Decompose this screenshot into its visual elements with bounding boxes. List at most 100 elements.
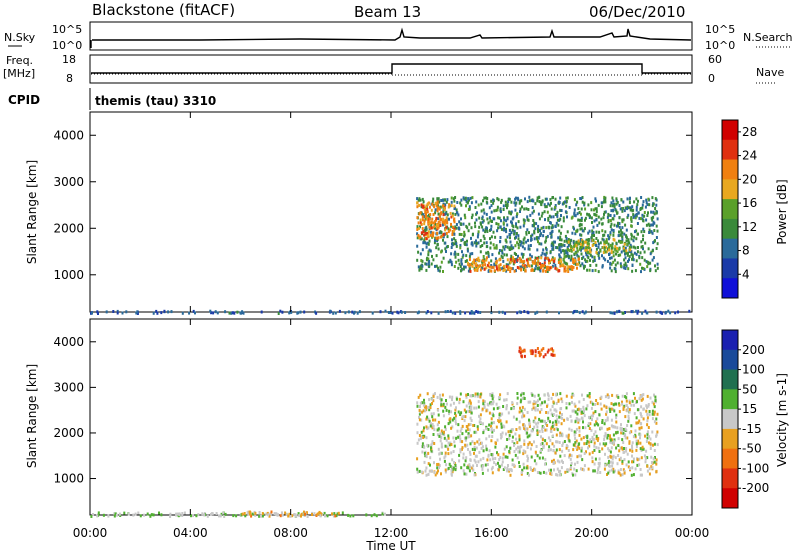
power-cell (514, 203, 517, 207)
velocity-cell (430, 412, 433, 416)
velocity-cell (443, 436, 446, 440)
velocity-cell (535, 400, 538, 404)
velocity-cell (648, 472, 651, 476)
power-cell (565, 200, 568, 204)
power-cell (192, 309, 195, 313)
power-cell (604, 258, 607, 262)
power-cell (625, 228, 628, 232)
velocity-cell (447, 466, 450, 470)
velocity-cell (439, 457, 441, 461)
power-cell (433, 205, 436, 209)
velocity-cell (516, 456, 519, 460)
power-cell (485, 212, 488, 216)
power-cell (442, 210, 445, 214)
velocity-cell (381, 512, 384, 516)
velocity-cell (341, 511, 344, 515)
power-cell (338, 309, 341, 313)
velocity-cell (472, 424, 475, 427)
velocity-cell (467, 393, 469, 396)
power-cell (432, 197, 435, 201)
power-cell (624, 246, 627, 250)
power-cell (607, 234, 610, 238)
power-cell (625, 234, 628, 238)
velocity-cell (478, 438, 481, 442)
power-cell (446, 198, 449, 202)
power-cell (420, 259, 423, 263)
power-cell (558, 238, 561, 242)
velocity-cell (539, 403, 542, 407)
power-cell (433, 226, 436, 230)
power-cell (627, 240, 630, 244)
velocity-cell (215, 512, 218, 515)
power-cell (488, 269, 491, 273)
velocity-cell (541, 456, 544, 460)
velocity-cell (635, 442, 638, 446)
power-cell (513, 201, 516, 205)
power-cell (591, 231, 594, 235)
power-cell (629, 196, 631, 200)
power-cell (517, 234, 520, 238)
power-cell (615, 202, 618, 206)
velocity-cell (431, 423, 434, 426)
power-cell (516, 266, 519, 269)
power-cell (610, 228, 613, 232)
power-cell (646, 311, 649, 315)
power-cell (552, 240, 555, 244)
power-cell (436, 197, 439, 201)
power-ylabel: Slant Range [km] (25, 160, 39, 264)
power-cell (478, 258, 480, 262)
velocity-cell (555, 433, 558, 437)
velocity-cell (577, 418, 580, 422)
velocity-cell (462, 400, 465, 404)
power-cell (549, 250, 552, 254)
power-cell (517, 254, 519, 258)
power-cell (440, 217, 443, 221)
power-cell (478, 225, 481, 229)
power-cell (573, 242, 576, 246)
power-cell (460, 238, 463, 242)
velocity-cell (632, 460, 635, 464)
power-cell (469, 252, 472, 256)
power-cell (576, 266, 578, 270)
power-cell (559, 208, 562, 212)
velocity-cell (545, 411, 548, 414)
power-cell (472, 260, 474, 264)
power-cell (450, 263, 453, 267)
power-cell (454, 212, 457, 216)
velocity-cell (285, 513, 288, 516)
velocity-cell (639, 468, 642, 471)
velocity-cell (626, 424, 629, 427)
velocity-cell (627, 419, 630, 423)
velocity-cell (648, 441, 650, 445)
velocity-cell (489, 401, 492, 405)
velocity-cell (431, 426, 434, 430)
velocity-cell (654, 395, 657, 399)
power-cell (423, 238, 426, 242)
power-cell (209, 309, 212, 313)
velocity-cell (482, 431, 485, 435)
velocity-cell (610, 407, 613, 411)
power-cell (594, 268, 597, 272)
power-cell (446, 235, 449, 239)
power-cell (567, 244, 570, 247)
velocity-cell (467, 432, 470, 436)
power-cell (445, 232, 448, 235)
power-cell (231, 311, 234, 315)
power-cell (536, 263, 539, 267)
velocity-cell (593, 432, 596, 436)
power-cell (637, 309, 640, 313)
velocity-cell (423, 426, 425, 430)
power-cell (479, 250, 482, 254)
power-cell (565, 237, 568, 240)
velocity-cell (293, 513, 296, 516)
velocity-cell (448, 409, 451, 413)
power-cell (431, 254, 433, 258)
power-cell (615, 248, 618, 252)
power-cell (523, 236, 526, 240)
power-cell (437, 236, 440, 240)
power-cell (521, 205, 523, 209)
power-cell (488, 216, 491, 220)
power-cell (519, 243, 522, 247)
velocity-cell (561, 416, 564, 420)
power-cell (579, 264, 582, 268)
